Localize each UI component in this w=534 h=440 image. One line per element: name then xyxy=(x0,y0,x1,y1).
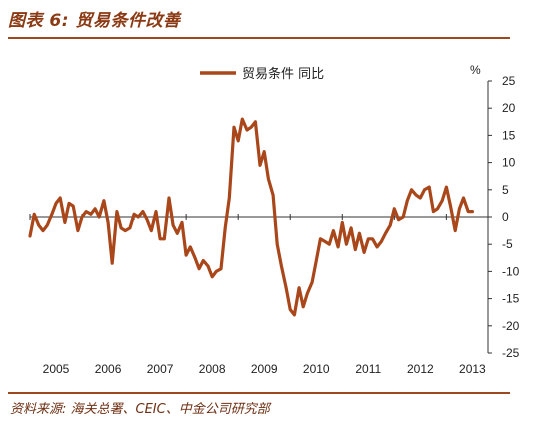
series-layer xyxy=(28,117,474,317)
x-tick-label: 2008 xyxy=(199,362,226,376)
series-line xyxy=(28,117,474,317)
legend: 贸易条件 同比 xyxy=(200,66,324,82)
x-tick-label: 2005 xyxy=(43,362,70,376)
y-tick-label: 0 xyxy=(502,210,509,224)
x-tick-label: 2009 xyxy=(251,362,278,376)
x-tick-label: 2012 xyxy=(407,362,434,376)
y-tick-label: -15 xyxy=(502,292,520,306)
source-note: 资料来源: 海关总署、CEIC、中金公司研究部 xyxy=(10,402,270,417)
x-tick-label: 2010 xyxy=(303,362,330,376)
y-unit-label: % xyxy=(470,63,481,77)
y-tick-label: 10 xyxy=(502,156,516,170)
y-tick-label: -10 xyxy=(502,264,520,278)
legend-label: 贸易条件 同比 xyxy=(242,66,324,82)
x-tick-label: 2011 xyxy=(355,362,381,376)
y-tick-label: 25 xyxy=(502,74,516,88)
y-tick-label: -5 xyxy=(502,237,513,251)
y-tick-label: -25 xyxy=(502,346,520,360)
chart-title: 图表 6: 贸易条件改善 xyxy=(8,11,181,31)
title-divider xyxy=(8,37,510,39)
y-tick-label: 15 xyxy=(502,128,516,142)
x-tick-label: 2013 xyxy=(459,362,486,376)
y-tick-label: -20 xyxy=(502,319,520,333)
footer-divider xyxy=(8,392,510,394)
y-tick-label: 20 xyxy=(502,101,516,115)
y-tick-label: 5 xyxy=(502,183,509,197)
x-tick-label: 2007 xyxy=(147,362,174,376)
x-tick-label: 2006 xyxy=(95,362,122,376)
